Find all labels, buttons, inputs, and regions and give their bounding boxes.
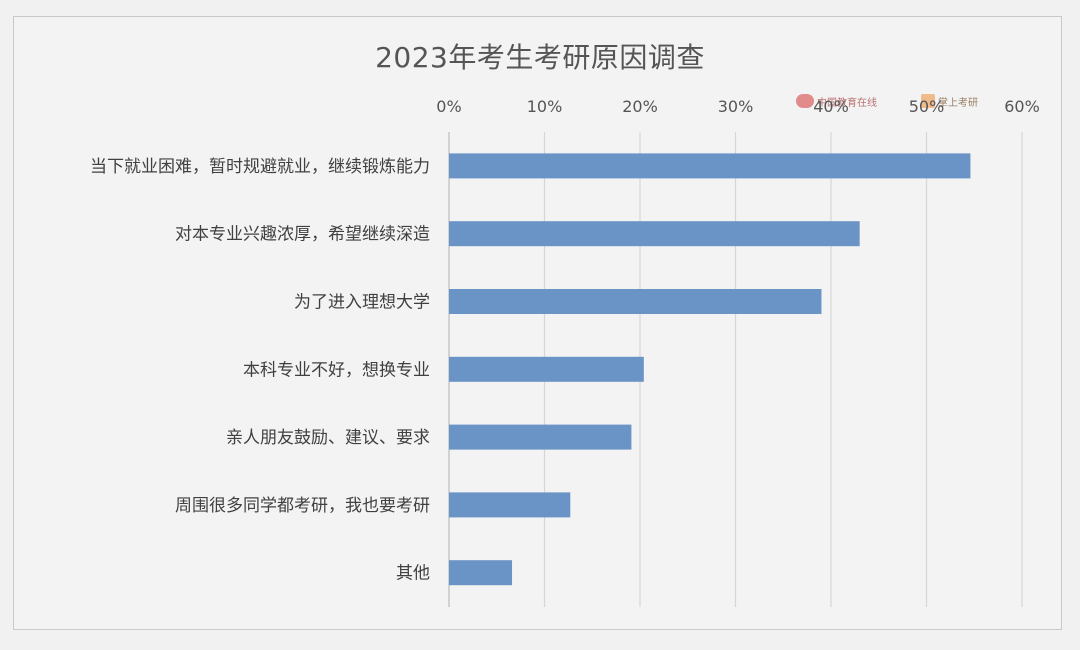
x-tick-label: 0% [436,97,461,116]
category-label: 其他 [396,564,430,584]
watermark-right: 掌上考研 [921,92,978,110]
watermark-left: 中国教育在线 [796,92,877,110]
category-label: 当下就业困难，暂时规避就业，继续锻炼能力 [90,157,430,177]
watermark-left-text: 中国教育在线 [817,97,877,109]
x-tick-label: 10% [527,97,563,116]
eol-logo-icon [796,94,814,108]
bar [449,153,971,179]
chart-title: 2023年考生考研原因调查 [375,41,705,74]
x-tick-label: 20% [622,97,658,116]
x-tick-label: 50% [909,97,945,116]
bar [449,356,644,382]
category-label: 周围很多同学都考研，我也要考研 [175,496,430,516]
x-tick-label: 40% [813,97,849,116]
category-label: 为了进入理想大学 [294,293,430,313]
bar [449,289,822,314]
x-tick-label: 60% [1004,97,1040,116]
bar [449,221,860,247]
category-label: 亲人朋友鼓励、建议、要求 [226,428,430,448]
bar [449,560,513,586]
watermark-right-text: 掌上考研 [938,97,978,109]
category-label: 对本专业兴趣浓厚，希望继续深造 [175,225,430,245]
category-label: 本科专业不好，想换专业 [243,360,430,380]
x-tick-label: 30% [718,97,754,116]
app-logo-icon [921,94,935,108]
bar [449,424,632,450]
bar [449,492,571,518]
chart-frame [13,16,1062,630]
